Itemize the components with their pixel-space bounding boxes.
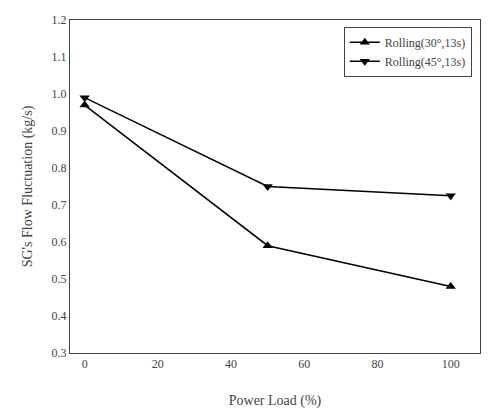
svg-text:20: 20 — [152, 357, 164, 371]
svg-text:100: 100 — [442, 357, 460, 371]
svg-text:1.1: 1.1 — [52, 50, 67, 64]
svg-text:80: 80 — [372, 357, 384, 371]
svg-text:0.6: 0.6 — [52, 235, 67, 249]
svg-text:1.0: 1.0 — [52, 87, 67, 101]
svg-text:0.5: 0.5 — [52, 272, 67, 286]
svg-text:0.3: 0.3 — [52, 346, 67, 360]
svg-text:Rolling(30°,13s): Rolling(30°,13s) — [385, 36, 465, 50]
svg-text:SG's Flow Fluctuation (kg/s): SG's Flow Fluctuation (kg/s) — [20, 105, 36, 267]
svg-text:40: 40 — [225, 357, 237, 371]
svg-text:60: 60 — [298, 357, 310, 371]
svg-text:0: 0 — [82, 357, 88, 371]
svg-text:0.8: 0.8 — [52, 161, 67, 175]
svg-text:0.7: 0.7 — [52, 198, 67, 212]
svg-text:Rolling(45°,13s): Rolling(45°,13s) — [385, 55, 465, 69]
svg-text:0.4: 0.4 — [52, 309, 67, 323]
svg-text:Power Load (%): Power Load (%) — [229, 393, 322, 409]
svg-text:1.2: 1.2 — [52, 13, 67, 27]
svg-text:0.9: 0.9 — [52, 124, 67, 138]
